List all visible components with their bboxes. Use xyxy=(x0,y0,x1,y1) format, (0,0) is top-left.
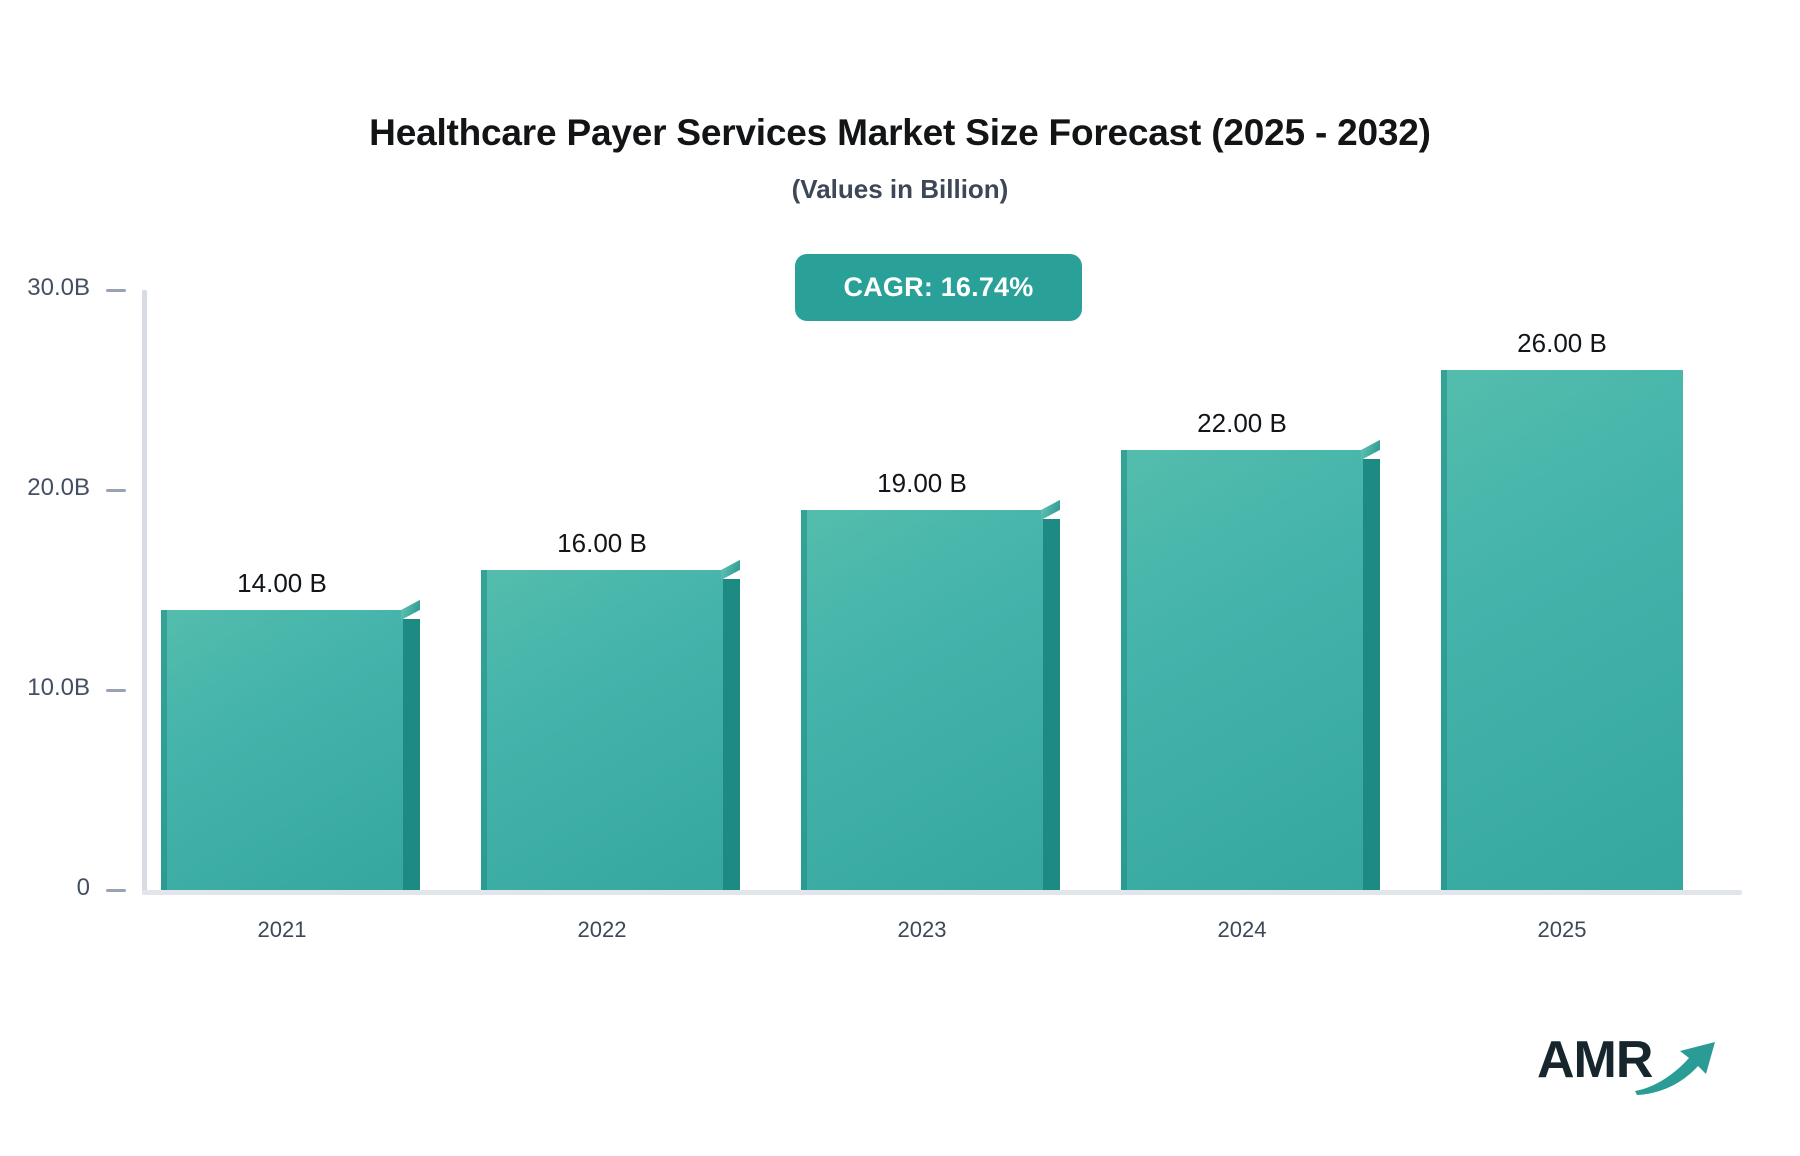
bar xyxy=(481,559,740,890)
y-axis-tick-label: 0 xyxy=(76,874,90,901)
amr-logo: AMR xyxy=(1537,1028,1717,1100)
bar-side-face xyxy=(1363,459,1380,890)
logo-text: AMR xyxy=(1537,1031,1653,1089)
bar-face xyxy=(1121,450,1363,890)
bar-top-face xyxy=(1041,499,1060,520)
bar-face xyxy=(161,610,403,890)
bar-face xyxy=(1441,370,1683,890)
cagr-badge-label: CAGR: 16.74% xyxy=(843,272,1034,302)
page-title: Healthcare Payer Services Market Size Fo… xyxy=(369,112,1431,153)
growth-arrow-icon xyxy=(1635,1042,1715,1095)
y-axis-tick-label: 10.0B xyxy=(27,674,90,701)
bar-value-label: 16.00 B xyxy=(557,528,647,558)
y-axis-line xyxy=(142,290,147,895)
bar-left-shadow xyxy=(1121,450,1127,890)
x-axis-line xyxy=(142,890,1742,895)
x-axis-tick-label: 2025 xyxy=(1537,917,1587,942)
y-axis-tick-mark xyxy=(106,889,126,892)
bar-value-label: 22.00 B xyxy=(1197,408,1287,438)
y-axis-tick-mark xyxy=(106,289,126,292)
bar-side-face xyxy=(1043,519,1060,890)
bar-left-shadow xyxy=(1441,370,1447,890)
y-axis-tick-label: 30.0B xyxy=(27,274,90,301)
bar-left-shadow xyxy=(161,610,167,890)
bar-face xyxy=(801,510,1043,890)
bar-top-face xyxy=(721,559,740,580)
bar-left-shadow xyxy=(481,570,487,890)
bar-value-label: 26.00 B xyxy=(1517,328,1607,358)
bar xyxy=(1441,370,1683,890)
bar xyxy=(1121,439,1380,890)
bar-side-face xyxy=(403,619,420,890)
x-axis-tick-label: 2022 xyxy=(577,917,627,942)
x-axis-tick-label: 2021 xyxy=(257,917,307,942)
bar-face xyxy=(481,570,723,890)
cagr-badge: CAGR: 16.74% xyxy=(795,254,1082,321)
bar-value-label: 14.00 B xyxy=(237,568,327,598)
plot-area xyxy=(142,290,1742,895)
x-axis-tick-label: 2024 xyxy=(1217,917,1267,942)
bar-top-face xyxy=(1361,439,1380,460)
y-axis-tick-label: 20.0B xyxy=(27,474,90,501)
y-axis-tick-mark xyxy=(106,489,126,492)
y-axis-tick-mark xyxy=(106,689,126,692)
chart-subtitle: (Values in Billion) xyxy=(791,174,1009,204)
bar xyxy=(161,599,420,890)
bar-left-shadow xyxy=(801,510,807,890)
x-axis-tick-label: 2023 xyxy=(897,917,947,942)
bar-side-face xyxy=(723,579,740,890)
bar-top-face xyxy=(401,599,420,620)
bar-value-label: 19.00 B xyxy=(877,468,967,498)
bar xyxy=(801,499,1060,890)
